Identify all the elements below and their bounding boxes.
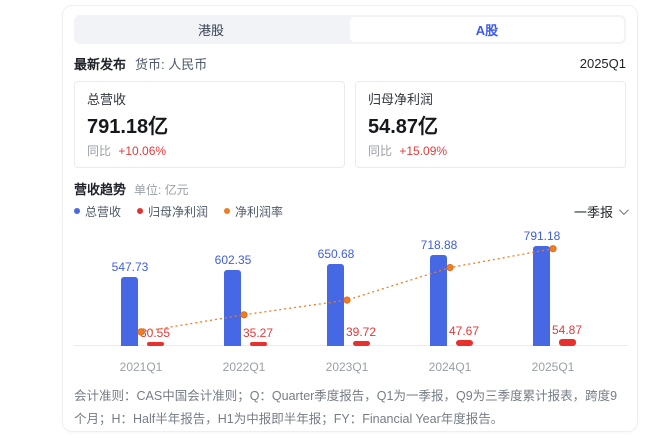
legend-label: 归母净利润 bbox=[148, 204, 209, 219]
margin-data-point[interactable] bbox=[240, 311, 248, 319]
net-profit-value-label: 54.87 bbox=[551, 323, 583, 338]
metric-cards-row: 总营收 791.18亿 同比 +10.06% 归母净利润 54.87亿 同比 +… bbox=[74, 81, 626, 168]
net-profit-value-label: 39.72 bbox=[345, 325, 377, 339]
legend-dot-red bbox=[137, 208, 144, 214]
revenue-value-label: 718.88 bbox=[420, 238, 458, 253]
report-period-dropdown[interactable]: 一季报 bbox=[573, 202, 629, 221]
net-profit-value-label: 35.27 bbox=[242, 325, 274, 340]
report-period: 2025Q1 bbox=[579, 55, 626, 71]
metric-value: 54.87亿 bbox=[368, 116, 439, 138]
x-axis-label: 2024Q1 bbox=[428, 360, 472, 374]
metric-title: 总营收 bbox=[87, 92, 127, 107]
total-revenue-card[interactable]: 总营收 791.18亿 同比 +10.06% bbox=[74, 81, 345, 168]
yoy-change: +10.06% bbox=[118, 144, 167, 158]
net-profit-bar[interactable] bbox=[559, 339, 576, 346]
net-profit-card[interactable]: 归母净利润 54.87亿 同比 +15.09% bbox=[355, 81, 626, 168]
trend-section-header: 营收趋势 单位: 亿元 bbox=[74, 179, 626, 197]
x-axis-label: 2022Q1 bbox=[222, 360, 266, 374]
yoy-change: +15.09% bbox=[399, 144, 448, 158]
market-tab-bar: 港股 A股 bbox=[74, 15, 626, 44]
period-dropdown-label: 一季报 bbox=[573, 204, 613, 220]
chart-legend: 总营收 归母净利润 净利润率 bbox=[74, 203, 283, 220]
report-meta-row: 最新发布 货币: 人民币 2025Q1 bbox=[74, 54, 626, 72]
net-profit-bar[interactable] bbox=[456, 340, 473, 346]
margin-data-point[interactable] bbox=[549, 245, 557, 253]
legend-item-net-profit[interactable]: 归母净利润 bbox=[137, 203, 208, 220]
currency-label: 货币: 人民币 bbox=[135, 56, 208, 72]
legend-label: 总营收 bbox=[85, 204, 122, 219]
x-axis-label: 2023Q1 bbox=[325, 360, 369, 374]
net-profit-bar[interactable] bbox=[250, 341, 267, 346]
metric-title: 归母净利润 bbox=[368, 92, 434, 107]
x-axis-line bbox=[74, 345, 628, 346]
legend-item-revenue[interactable]: 总营收 bbox=[74, 203, 121, 220]
x-axis-label: 2021Q1 bbox=[119, 360, 163, 374]
legend-label: 净利润率 bbox=[235, 204, 284, 219]
trend-title: 营收趋势 bbox=[74, 182, 127, 197]
legend-item-margin[interactable]: 净利润率 bbox=[224, 203, 283, 220]
margin-data-point[interactable] bbox=[446, 263, 454, 272]
chevron-down-icon bbox=[618, 204, 629, 215]
net-profit-bar[interactable] bbox=[353, 341, 370, 346]
x-axis-label: 2025Q1 bbox=[531, 360, 575, 374]
legend-row: 总营收 归母净利润 净利润率 一季报 bbox=[74, 202, 629, 221]
net-profit-value-label: 47.67 bbox=[448, 324, 480, 338]
margin-data-point[interactable] bbox=[343, 296, 351, 304]
revenue-value-label: 791.18 bbox=[523, 229, 561, 243]
tab-a-share[interactable]: A股 bbox=[350, 17, 624, 42]
financials-panel: 港股 A股 最新发布 货币: 人民币 2025Q1 总营收 791.18亿 同比… bbox=[62, 5, 638, 432]
yoy-label: 同比 bbox=[368, 144, 393, 158]
net-profit-bar[interactable] bbox=[147, 342, 164, 346]
tab-hk-stock[interactable]: 港股 bbox=[197, 23, 224, 38]
chart-canvas: 547.73 30.55 2021Q1 602.35 35.27 2022Q1 650.68… bbox=[74, 224, 628, 376]
revenue-value-label: 602.35 bbox=[214, 252, 252, 267]
revenue-bar[interactable] bbox=[121, 276, 138, 346]
accounting-footnote: 会计准则：CAS中国会计准则；Q：Quarter季度报告，Q1为一季报，Q9为三… bbox=[74, 389, 618, 427]
metric-value: 791.18亿 bbox=[87, 116, 169, 138]
latest-release-label: 最新发布 bbox=[74, 56, 127, 72]
revenue-value-label: 547.73 bbox=[111, 259, 149, 274]
unit-label: 单位: 亿元 bbox=[134, 183, 189, 197]
legend-dot-blue bbox=[74, 208, 80, 214]
yoy-label: 同比 bbox=[87, 144, 112, 158]
net-profit-value-label: 30.55 bbox=[139, 326, 171, 340]
legend-dot-orange bbox=[224, 208, 231, 214]
revenue-value-label: 650.68 bbox=[317, 246, 355, 261]
